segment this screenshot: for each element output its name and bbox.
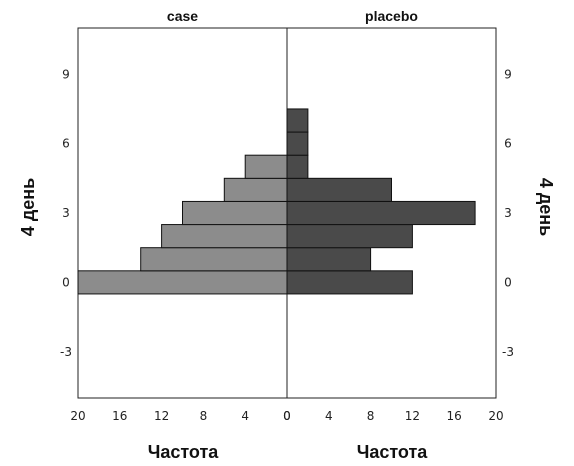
x-tick-label-right: 4 [325, 409, 333, 423]
bar-placebo-5 [286, 154, 309, 179]
y-tick-label-right: 6 [504, 137, 512, 151]
bar-placebo-2 [286, 224, 413, 249]
y-tick-label-right: 3 [504, 206, 512, 220]
x-tick-label-right: 8 [367, 409, 375, 423]
x-tick-label-left: 16 [112, 409, 127, 423]
bar-placebo-3 [286, 200, 476, 226]
y-axis-title-right: 4 день [536, 178, 556, 236]
x-tick-label-right: 16 [447, 409, 462, 423]
y-tick-label-left: 3 [62, 206, 70, 220]
y-tick-label-left: 9 [62, 67, 70, 81]
bar-placebo-6 [286, 131, 309, 156]
x-tick-label-left: 4 [241, 409, 249, 423]
y-tick-label-right: 9 [504, 67, 512, 81]
x-tick-label-right: 20 [488, 409, 503, 423]
x-tick-label-left: 20 [70, 409, 85, 423]
y-tick-label-right: 0 [504, 275, 512, 289]
bar-case-1 [140, 247, 288, 272]
x-tick-label-right: 12 [405, 409, 420, 423]
bars-layer [77, 108, 476, 295]
panel-header-case: case [167, 8, 198, 24]
y-tick-label-left: -3 [60, 345, 72, 359]
x-tick-label-right: 0 [283, 409, 291, 423]
x-tick-label-left: 12 [154, 409, 169, 423]
bar-placebo-0 [286, 270, 413, 295]
bar-case-2 [161, 224, 288, 249]
panel-header-placebo: placebo [365, 8, 418, 24]
y-tick-label-left: 6 [62, 137, 70, 151]
x-axis-title-left: Частота [148, 442, 220, 462]
x-tick-label-left: 8 [200, 409, 208, 423]
y-axis-title-left: 4 день [18, 178, 38, 236]
x-axis-title-right: Частота [357, 442, 429, 462]
bar-case-5 [244, 154, 288, 179]
y-tick-label-left: 0 [62, 275, 70, 289]
bar-placebo-1 [286, 247, 372, 272]
ticks-layer: 9 96 63 30 0-3 -320 16 12 8 4 00 4 8 12 16 20 [60, 67, 514, 423]
bar-case-4 [223, 177, 288, 202]
x-tick-label-left: 0 [283, 409, 291, 423]
bar-placebo-7 [286, 108, 309, 133]
y-tick-label-right: -3 [502, 345, 514, 359]
bar-case-3 [182, 200, 288, 226]
bar-case-0 [77, 270, 288, 295]
bar-placebo-4 [286, 177, 392, 202]
